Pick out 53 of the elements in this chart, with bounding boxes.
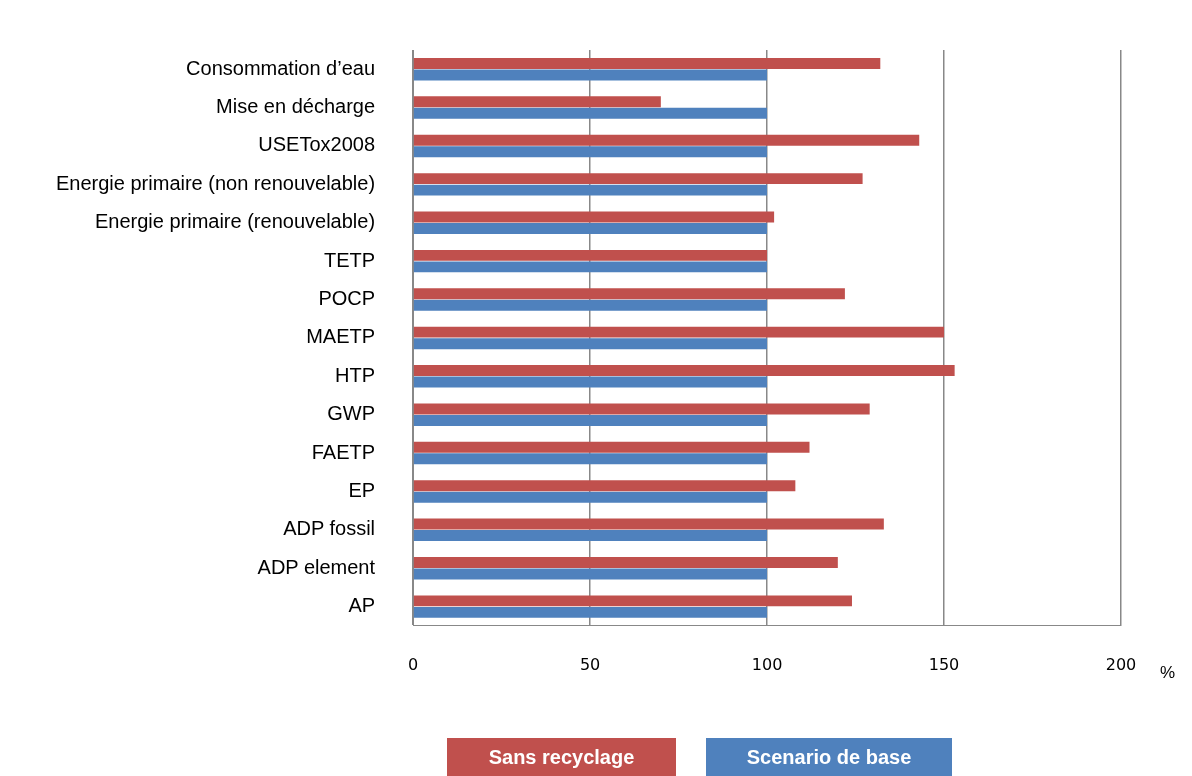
y-tick-label: EP bbox=[348, 478, 376, 501]
bar bbox=[413, 69, 768, 81]
bar bbox=[413, 518, 884, 530]
y-tick-label: Energie primaire (non renouvelable) bbox=[56, 171, 376, 194]
text: Sans recyclage bbox=[447, 738, 676, 776]
bar bbox=[413, 261, 768, 273]
x-tick-label: 150 bbox=[928, 654, 960, 674]
y-tick-label: Mise en décharge bbox=[216, 95, 376, 118]
y-tick-label: ADP fossil bbox=[283, 517, 376, 540]
bar bbox=[413, 57, 881, 69]
bar bbox=[413, 595, 852, 607]
bar bbox=[413, 338, 768, 350]
bar bbox=[413, 530, 768, 542]
bar bbox=[413, 403, 870, 415]
x-axis-title: % bbox=[1160, 663, 1176, 683]
x-tick-label: 50 bbox=[579, 654, 601, 674]
y-tick-label: GWP bbox=[327, 402, 376, 425]
y-tick-label: AP bbox=[348, 594, 376, 617]
bar bbox=[413, 376, 768, 388]
text: Scenario de base bbox=[706, 738, 952, 776]
y-tick-label: POCP bbox=[318, 287, 376, 310]
bar bbox=[413, 173, 863, 185]
bar bbox=[413, 365, 955, 376]
bar bbox=[413, 556, 838, 568]
x-tick-label: 0 bbox=[407, 654, 419, 674]
bar bbox=[413, 441, 810, 453]
bar bbox=[413, 299, 768, 311]
bar bbox=[413, 491, 768, 503]
bar bbox=[413, 414, 768, 426]
bar bbox=[413, 606, 768, 618]
bar bbox=[413, 211, 775, 223]
y-tick-label: MAETP bbox=[306, 325, 376, 348]
y-tick-label: HTP bbox=[335, 363, 376, 386]
bar bbox=[413, 223, 768, 234]
y-tick-label: USETox2008 bbox=[258, 133, 376, 156]
bar bbox=[413, 96, 661, 108]
x-tick-label: 200 bbox=[1105, 654, 1137, 674]
bar bbox=[413, 326, 945, 338]
y-tick-label: Consommation d’eau bbox=[186, 56, 376, 79]
bar bbox=[413, 480, 796, 492]
bar bbox=[413, 288, 845, 300]
bar bbox=[413, 146, 768, 158]
bar bbox=[413, 107, 768, 119]
bar bbox=[413, 184, 768, 196]
bar bbox=[413, 568, 768, 580]
y-tick-label: Energie primaire (renouvelable) bbox=[94, 210, 376, 233]
bar bbox=[413, 249, 768, 261]
y-tick-label: ADP element bbox=[257, 555, 376, 578]
bar bbox=[413, 134, 920, 146]
y-tick-label: FAETP bbox=[311, 440, 376, 463]
y-tick-label: TETP bbox=[323, 248, 376, 271]
x-tick-label: 100 bbox=[751, 654, 783, 674]
bar bbox=[413, 453, 768, 465]
